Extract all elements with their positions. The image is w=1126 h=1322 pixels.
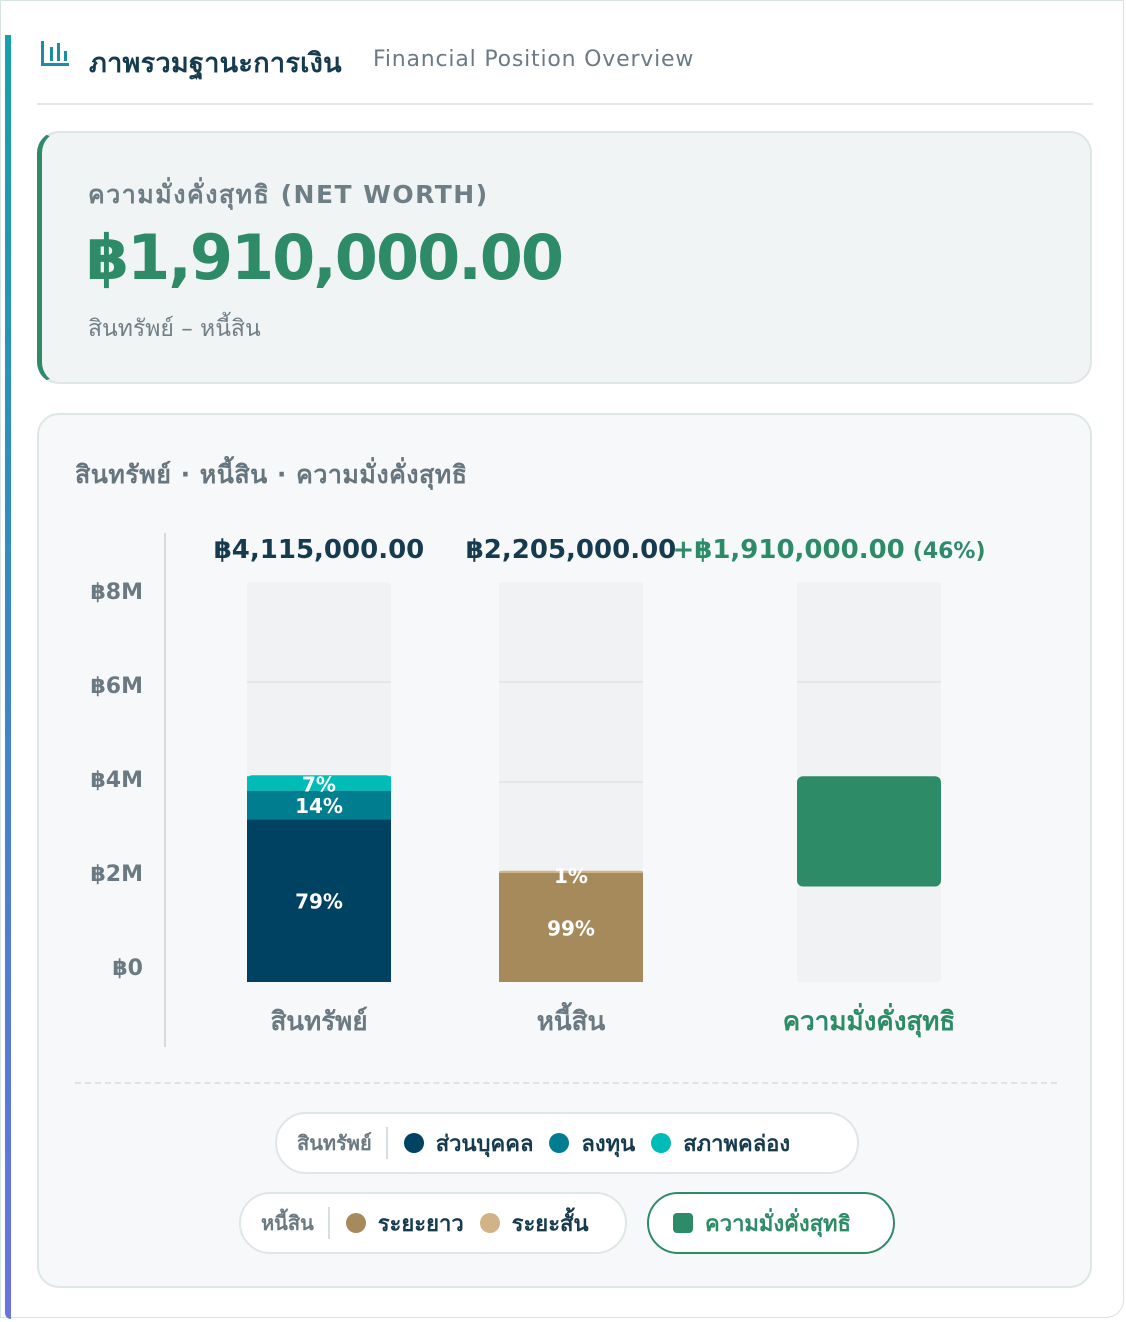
legend-liabilities-swatch bbox=[345, 1213, 366, 1233]
y-tick-label: ฿0 bbox=[112, 956, 143, 981]
legend-liabilities-item[interactable]: ระยะยาว bbox=[345, 1206, 464, 1241]
legend-assets-swatch bbox=[651, 1133, 672, 1153]
legend-assets: สินทรัพย์ ส่วนบุคคล ลงทุน สภาพคล่อง bbox=[275, 1112, 859, 1174]
bar-total-label: ฿2,205,000.00 bbox=[466, 535, 677, 565]
legend-liabilities: หนี้สิน ระยะยาว ระยะสั้น bbox=[239, 1192, 627, 1254]
legend-liabilities-category: หนี้สิน bbox=[241, 1207, 330, 1239]
y-tick-label: ฿6M bbox=[90, 674, 143, 699]
page-title: ภาพรวมฐานะการเงิน bbox=[89, 48, 342, 79]
net-worth-formula: สินทรัพย์ – หนี้สิน bbox=[88, 316, 261, 342]
bar-category-label: หนี้สิน bbox=[537, 1001, 606, 1037]
bar-segment-label: 99% bbox=[547, 916, 595, 940]
bar-segment bbox=[247, 790, 391, 820]
net-worth-value: ฿1,910,000.00 bbox=[86, 221, 564, 294]
legend-assets-item[interactable]: ลงทุน bbox=[549, 1126, 635, 1161]
bar-segment-label: 7% bbox=[302, 772, 336, 796]
accent-bar bbox=[5, 35, 11, 1319]
bar-segment bbox=[499, 872, 643, 982]
header: ภาพรวมฐานะการเงิน Financial Position Ove… bbox=[37, 35, 1093, 105]
legend-net-worth-swatch bbox=[673, 1213, 693, 1233]
legend-net-worth[interactable]: ความมั่งคั่งสุทธิ bbox=[647, 1192, 895, 1254]
y-tick-label: ฿8M bbox=[90, 580, 143, 605]
legend-liabilities-swatch bbox=[479, 1213, 500, 1233]
net-worth-label: ความมั่งคั่งสุทธิ (NET WORTH) bbox=[88, 180, 489, 209]
page-subtitle: Financial Position Overview bbox=[373, 47, 695, 72]
y-tick-label: ฿2M bbox=[90, 862, 143, 887]
bar-category-label: สินทรัพย์ bbox=[270, 1006, 367, 1037]
bar-segment-net-worth bbox=[797, 776, 941, 887]
chart-title: สินทรัพย์ · หนี้สิน · ความมั่งคั่งสุทธิ bbox=[75, 460, 468, 489]
legend-assets-category: สินทรัพย์ bbox=[277, 1127, 388, 1159]
bar-segment-label: 14% bbox=[295, 794, 343, 818]
bar-segment bbox=[247, 819, 391, 982]
net-worth-summary: ความมั่งคั่งสุทธิ (NET WORTH) ฿1,910,000… bbox=[37, 131, 1092, 384]
legend-assets-label: ลงทุน bbox=[581, 1131, 636, 1157]
chart-panel: สินทรัพย์ · หนี้สิน · ความมั่งคั่งสุทธิ … bbox=[37, 413, 1092, 1288]
bar-total-label: +฿1,910,000.00 (46%) bbox=[672, 535, 985, 565]
stacked-bar-chart: ฿0 ฿2M ฿4M ฿6M ฿8M 79% 14%7% ฿4,115,000.00 สินทร… bbox=[90, 533, 986, 1047]
legend-assets-item[interactable]: สภาพคล่อง bbox=[651, 1126, 790, 1161]
bar-segment-cap bbox=[499, 870, 643, 873]
legend-liabilities-label: ระยะยาว bbox=[377, 1211, 464, 1237]
legend-assets-swatch bbox=[403, 1133, 424, 1153]
bar-segment-label: 79% bbox=[295, 890, 343, 914]
bar-chart-icon bbox=[41, 41, 69, 66]
bar-segment-label: 1% bbox=[554, 864, 588, 888]
legend-assets-label: ส่วนบุคคล bbox=[435, 1131, 534, 1157]
legend-liabilities-item[interactable]: ระยะสั้น bbox=[479, 1206, 589, 1241]
y-tick-label: ฿4M bbox=[90, 768, 143, 793]
legend-assets-item[interactable]: ส่วนบุคคล bbox=[403, 1126, 534, 1161]
legend-assets-label: สภาพคล่อง bbox=[683, 1131, 791, 1157]
legend-liabilities-label: ระยะสั้น bbox=[511, 1211, 589, 1237]
legend-net-worth-label: ความมั่งคั่งสุทธิ bbox=[705, 1211, 851, 1237]
bar-segment-cap bbox=[247, 775, 391, 786]
legend-assets-swatch bbox=[549, 1133, 570, 1153]
bar-total-label: ฿4,115,000.00 bbox=[214, 535, 425, 565]
bar-category-label: ความมั่งคั่งสุทธิ bbox=[783, 1002, 956, 1038]
legend-divider bbox=[75, 1082, 1057, 1084]
